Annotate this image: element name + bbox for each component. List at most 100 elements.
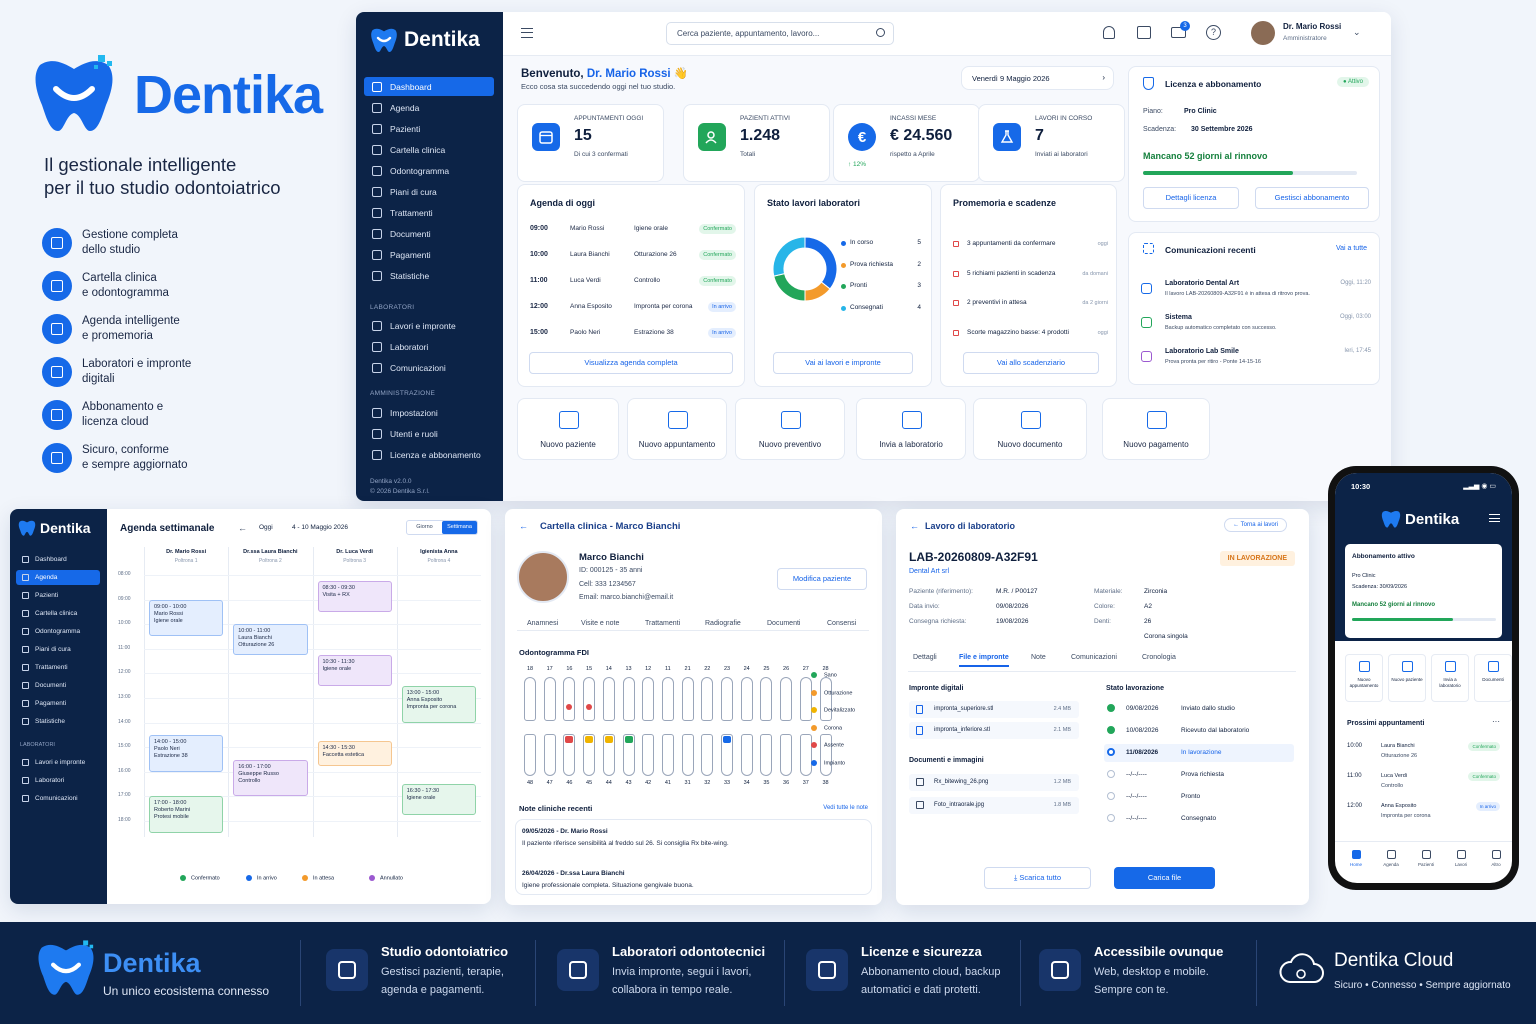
lab-back-arrow-icon[interactable]: ←: [910, 521, 919, 531]
tooth-44[interactable]: [602, 734, 615, 776]
reminder-item[interactable]: 3 appuntamenti da confermare oggi: [953, 240, 1108, 252]
record-tab-trattamenti[interactable]: Trattamenti: [645, 620, 681, 627]
sidebar-item-odontogramma[interactable]: Odontogramma: [364, 161, 494, 180]
back-to-works-button[interactable]: ← Torna ai lavori: [1224, 518, 1287, 532]
calendar-event[interactable]: 16:30 - 17:30 Igiene orale: [401, 784, 476, 815]
sidebar-item-pagamenti[interactable]: Pagamenti: [364, 245, 494, 264]
kpi-income[interactable]: € INCASSI MESE € 24.560 ↑ 12% rispetto a…: [833, 104, 980, 182]
day-view-button[interactable]: Giorno: [416, 524, 433, 530]
prev-week-arrow-icon[interactable]: ←: [238, 523, 247, 533]
kpi-appointments[interactable]: APPUNTAMENTI OGGI 15 Di cui 3 confermati: [517, 104, 664, 182]
tooth-26[interactable]: [780, 677, 793, 721]
today-button[interactable]: Oggi: [259, 524, 273, 531]
sidebar-item-laboratori[interactable]: Laboratori: [364, 337, 494, 356]
weekly-nav-comunicazioni[interactable]: Comunicazioni: [16, 791, 100, 806]
agenda-row[interactable]: 15:00 Paolo Neri Estrazione 38 In arrivo: [518, 328, 746, 345]
calendar-event[interactable]: 10:00 - 11:00 Laura Bianchi Otturazione 26: [233, 624, 308, 655]
comms-see-all-link[interactable]: Vai a tutte: [1335, 245, 1367, 252]
back-arrow-icon[interactable]: ←: [519, 521, 528, 531]
calendar-event[interactable]: 08:30 - 09:30 Visita + RX: [317, 581, 392, 612]
agenda-row[interactable]: 11:00 Luca Verdi Controllo Confermato: [518, 276, 746, 293]
mail-icon[interactable]: [1171, 27, 1186, 38]
weekly-nav-pagamenti[interactable]: Pagamenti: [16, 696, 100, 711]
agenda-row[interactable]: 12:00 Anna Esposito Impronta per corona In …: [518, 302, 746, 319]
phone-appointment[interactable]: 11:00 Luca Verdi Controllo Confermato: [1347, 772, 1500, 799]
comm-item[interactable]: Laboratorio Lab Smile Prova pronta per ri…: [1141, 348, 1371, 376]
tooth-14[interactable]: [602, 677, 615, 721]
tooth-27[interactable]: [799, 677, 812, 721]
tooth-13[interactable]: [622, 677, 635, 721]
kpi-patients[interactable]: PAZIENTI ATTIVI 1.248 Totali: [683, 104, 830, 182]
phone-appointment[interactable]: 10:00 Laura Bianchi Otturazione 26 Conferma…: [1347, 742, 1500, 769]
phone-menu-icon[interactable]: [1489, 514, 1500, 522]
user-avatar[interactable]: [1251, 21, 1275, 45]
phone-action[interactable]: Nuovo paziente: [1388, 654, 1426, 702]
lab-tab-comunicazioni[interactable]: Comunicazioni: [1071, 654, 1117, 661]
weekly-nav-odontogramma[interactable]: Odontogramma: [16, 624, 100, 639]
sidebar-item-documenti[interactable]: Documenti: [364, 224, 494, 243]
tooth-31[interactable]: [681, 734, 694, 776]
calendar-event[interactable]: 10:30 - 11:30 Igiene orale: [317, 654, 392, 686]
tooth-32[interactable]: [701, 734, 714, 776]
tooth-42[interactable]: [642, 734, 655, 776]
weekly-nav-cartella-clinica[interactable]: Cartella clinica: [16, 606, 100, 621]
sidebar-item-trattamenti[interactable]: Trattamenti: [364, 203, 494, 222]
tooth-22[interactable]: [701, 677, 714, 721]
sidebar-item-cartella-clinica[interactable]: Cartella clinica: [364, 140, 494, 159]
sidebar-item-agenda[interactable]: Agenda: [364, 98, 494, 117]
calendar-event[interactable]: 14:30 - 15:30 Faccetta estetica: [317, 741, 392, 766]
sidebar-item-licenza-e-abbonamento[interactable]: Licenza e abbonamento: [364, 445, 494, 464]
tooth-21[interactable]: [681, 677, 694, 721]
menu-icon[interactable]: [521, 28, 533, 38]
quick-action-add-quote[interactable]: Nuovo preventivo: [735, 398, 845, 460]
phone-tab-lavori[interactable]: Lavori: [1446, 850, 1476, 867]
tooth-12[interactable]: [642, 677, 655, 721]
manage-subscription-button[interactable]: Gestisci abbonamento: [1255, 187, 1369, 209]
weekly-nav-agenda[interactable]: Agenda: [16, 570, 100, 585]
calendar-event[interactable]: 09:00 - 10:00 Mario Rossi Igiene orale: [149, 599, 224, 637]
sidebar-item-utenti-e-ruoli[interactable]: Utenti e ruoli: [364, 424, 494, 443]
tooth-17[interactable]: [543, 677, 556, 721]
quick-action-add-document[interactable]: Nuovo documento: [973, 398, 1087, 460]
calendar-event[interactable]: 16:00 - 17:00 Giuseppe Russo Controllo: [233, 759, 308, 797]
weekly-nav-trattamenti[interactable]: Trattamenti: [16, 660, 100, 675]
lab-tab-dettagli[interactable]: Dettagli: [913, 654, 937, 661]
reminder-item[interactable]: 5 richiami pazienti in scadenza da domani: [953, 270, 1108, 282]
reminder-item[interactable]: Scorte magazzino basse: 4 prodotti oggi: [953, 329, 1108, 341]
weekly-nav-documenti[interactable]: Documenti: [16, 678, 100, 693]
document-file[interactable]: Foto_intraorale.jpg 1.8 MB: [909, 797, 1079, 814]
phone-action[interactable]: Documenti: [1474, 654, 1512, 702]
comm-item[interactable]: Sistema Backup automatico completato con …: [1141, 314, 1371, 342]
calendar-event[interactable]: 13:00 - 15:00 Anna Esposito Impronta per c…: [401, 685, 476, 723]
tooth-46[interactable]: [563, 734, 576, 776]
calendar-event[interactable]: 17:00 - 18:00 Roberto Marini Protesi mobil…: [149, 796, 224, 834]
record-tab-radiografie[interactable]: Radiografie: [705, 620, 741, 627]
search-input[interactable]: Cerca paziente, appuntamento, lavoro...: [666, 22, 894, 45]
sidebar-item-pazienti[interactable]: Pazienti: [364, 119, 494, 138]
tooth-11[interactable]: [661, 677, 674, 721]
phone-tab-home[interactable]: Home: [1341, 850, 1371, 867]
tooth-47[interactable]: [543, 734, 556, 776]
upload-file-button[interactable]: Carica file: [1114, 867, 1215, 889]
tooth-48[interactable]: [524, 734, 536, 776]
more-options-icon[interactable]: ···: [1492, 717, 1500, 726]
week-view-button[interactable]: Settimana: [442, 521, 477, 534]
weekly-nav-statistiche[interactable]: Statistiche: [16, 714, 100, 729]
lab-tab-note[interactable]: Note: [1031, 654, 1046, 661]
quick-action-add-patient[interactable]: Nuovo paziente: [517, 398, 619, 460]
phone-action[interactable]: Nuovo appuntamento: [1345, 654, 1383, 702]
lab-tab-cronologia[interactable]: Cronologia: [1142, 654, 1176, 661]
tooth-45[interactable]: [583, 734, 596, 776]
reminder-item[interactable]: 2 preventivi in attesa da 2 giorni: [953, 299, 1108, 311]
kpi-lab-works[interactable]: LAVORI IN CORSO 7 Inviati ai laboratori: [978, 104, 1125, 182]
lab-tab-file-e-impronte[interactable]: File e impronte: [959, 654, 1009, 667]
tooth-18[interactable]: [524, 677, 536, 721]
see-all-notes-link[interactable]: Vedi tutte le note: [823, 805, 868, 811]
tooth-37[interactable]: [799, 734, 812, 776]
date-selector[interactable]: Venerdì 9 Maggio 2026 ›: [961, 66, 1114, 90]
tooth-15[interactable]: [583, 677, 596, 721]
phone-tab-pazienti[interactable]: Pazienti: [1411, 850, 1441, 867]
tooth-36[interactable]: [780, 734, 793, 776]
quick-action-add-appointment[interactable]: Nuovo appuntamento: [627, 398, 727, 460]
tooth-33[interactable]: [721, 734, 733, 776]
